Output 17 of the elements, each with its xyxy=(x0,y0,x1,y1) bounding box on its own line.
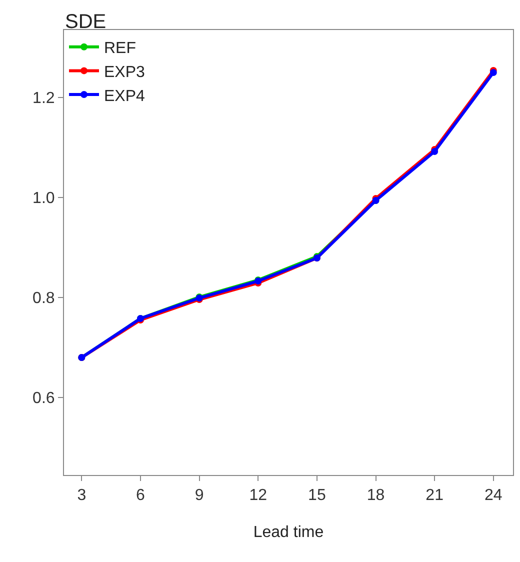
y-tick-label: 0.8 xyxy=(32,290,55,308)
x-tick-label: 21 xyxy=(426,487,444,504)
x-tick-label: 12 xyxy=(249,487,268,504)
legend-label: REF xyxy=(104,40,136,58)
chart-title: SDE xyxy=(65,11,106,34)
legend-label: EXP4 xyxy=(104,88,146,105)
legend-label: EXP3 xyxy=(104,64,146,81)
x-tick-label: 24 xyxy=(484,487,502,504)
x-tick-label: 9 xyxy=(194,487,204,504)
y-tick-label: 1.2 xyxy=(32,90,55,108)
x-axis-title: Lead time xyxy=(253,524,324,541)
y-tick-label: 1.0 xyxy=(32,190,55,208)
y-tick-label: 0.6 xyxy=(32,390,55,408)
x-tick-label: 15 xyxy=(308,487,326,504)
x-tick-label: 6 xyxy=(136,487,146,504)
x-tick-label: 18 xyxy=(366,487,385,504)
x-tick-label: 3 xyxy=(77,487,86,504)
